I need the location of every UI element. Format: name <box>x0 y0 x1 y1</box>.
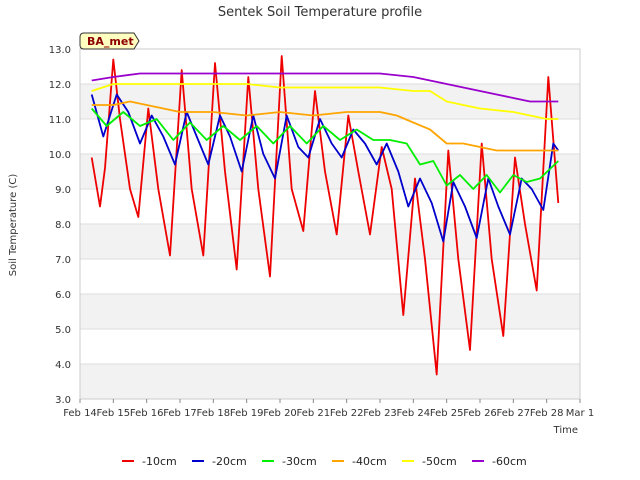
grid-band <box>80 364 580 399</box>
x-tick-label: Feb 24 <box>397 408 431 419</box>
x-tick-label: Feb 19 <box>230 408 264 419</box>
y-tick-label: 10.0 <box>49 150 71 161</box>
y-axis-ticks: 3.0 4.0 5.0 6.0 7.0 8.0 9.0 10.0 11.0 12.0 13.0 <box>49 45 71 406</box>
x-tick-label: Feb 17 <box>163 408 197 419</box>
x-tick-label: Feb 20 <box>263 408 297 419</box>
legend-label: -30cm <box>282 455 317 468</box>
series-layer <box>90 55 560 376</box>
x-tick-label: Feb 23 <box>363 408 397 419</box>
legend-label: -60cm <box>492 455 527 468</box>
x-axis-ticks: Feb 14 Feb 15 Feb 16 Feb 17 Feb 18 Feb 19 Feb … <box>63 399 594 419</box>
legend-label: -10cm <box>142 455 177 468</box>
badge-background <box>79 32 140 50</box>
series-line-minus10cm <box>90 55 560 376</box>
x-tick-label: Mar 1 <box>566 408 594 419</box>
x-tick-label: Feb 15 <box>97 408 131 419</box>
axes <box>79 48 581 400</box>
legend-item: -60cm <box>472 455 527 468</box>
x-tick-label: Feb 16 <box>130 408 164 419</box>
legend-item: -30cm <box>262 455 317 468</box>
series-line-minus40cm <box>91 100 559 152</box>
x-tick-label: Feb 28 <box>530 408 564 419</box>
plot-frame <box>79 48 581 400</box>
x-tick-label: Feb 14 <box>63 408 97 419</box>
x-tick-label: Feb 25 <box>430 408 464 419</box>
legend: -10cm -20cm -30cm -40cm -50cm -60cm <box>122 455 527 468</box>
y-tick-label: 9.0 <box>55 185 71 196</box>
y-tick-label: 12.0 <box>49 80 71 91</box>
x-tick-label: Feb 18 <box>197 408 231 419</box>
x-tick-label: Feb 22 <box>330 408 364 419</box>
legend-label: -50cm <box>422 455 457 468</box>
grid-band <box>80 294 580 329</box>
y-tick-label: 6.0 <box>55 290 71 301</box>
legend-item: -40cm <box>332 455 387 468</box>
grid-band <box>80 224 580 259</box>
legend-label: -20cm <box>212 455 247 468</box>
legend-item: -10cm <box>122 455 177 468</box>
x-axis-label: Time <box>553 425 578 436</box>
x-tick-label: Feb 21 <box>297 408 331 419</box>
station-badge: BA_met <box>79 32 140 50</box>
y-tick-label: 3.0 <box>55 395 71 406</box>
y-tick-label: 5.0 <box>55 325 71 336</box>
y-tick-label: 11.0 <box>49 115 71 126</box>
series-line-minus30cm <box>91 107 559 194</box>
legend-label: -40cm <box>352 455 387 468</box>
legend-item: -50cm <box>402 455 457 468</box>
grid-band <box>80 154 580 189</box>
y-tick-label: 4.0 <box>55 360 71 371</box>
x-tick-label: Feb 26 <box>463 408 497 419</box>
y-tick-label: 13.0 <box>49 45 71 56</box>
series-line-minus60cm <box>91 72 559 103</box>
y-axis-label: Soil Temperature (C) <box>8 174 19 277</box>
legend-item: -20cm <box>192 455 247 468</box>
series-line-minus50cm <box>91 83 559 120</box>
y-tick-label: 8.0 <box>55 220 71 231</box>
x-tick-label: Feb 27 <box>497 408 531 419</box>
y-tick-label: 7.0 <box>55 255 71 266</box>
chart-title: Sentek Soil Temperature profile <box>218 5 422 20</box>
badge-label: BA_met <box>87 35 134 48</box>
